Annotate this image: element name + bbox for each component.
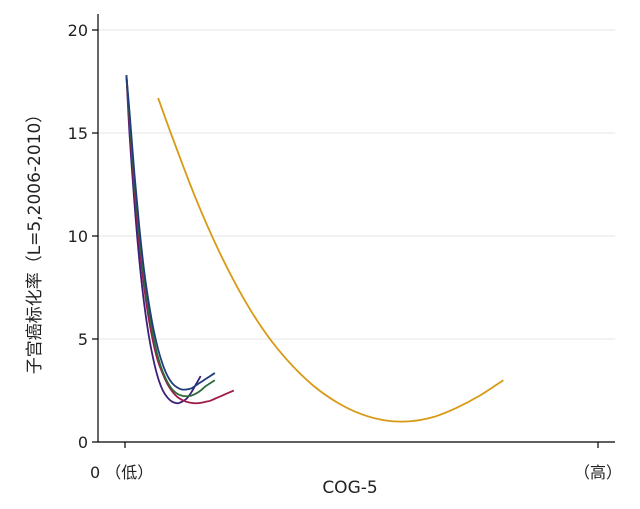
y-tick-label: 10 [68,227,88,246]
y-axis-title: 子宫癌标化率（L=5,2006-2010） [25,106,45,375]
series-line-4 [125,75,216,391]
x-axis-title: COG-5 [322,478,377,498]
x-tick-label: 0 （低） [90,463,153,482]
axes [97,14,615,443]
y-tick-label: 0 [78,433,88,452]
tick-layer: 0 5 10 15 20 0 （低） （高） [68,21,622,482]
grid-lines [98,29,615,340]
x-tick-label: （高） [574,463,622,482]
y-tick-label: 15 [68,124,88,143]
y-tick-label: 5 [78,330,88,349]
series-layer [125,75,504,423]
series-line-2 [125,75,235,405]
series-line-1 [125,75,202,405]
series-line-5 [157,97,504,423]
y-tick-label: 20 [68,21,88,40]
